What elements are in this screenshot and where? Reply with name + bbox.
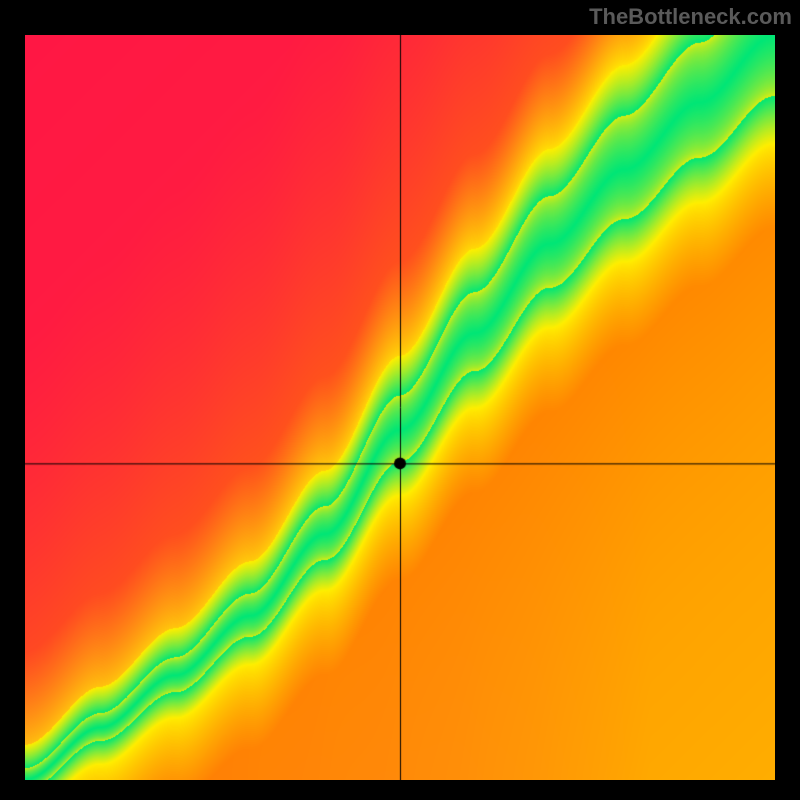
chart-container: TheBottleneck.com [0, 0, 800, 800]
bottleneck-heatmap [25, 35, 775, 780]
watermark-text: TheBottleneck.com [589, 4, 792, 30]
